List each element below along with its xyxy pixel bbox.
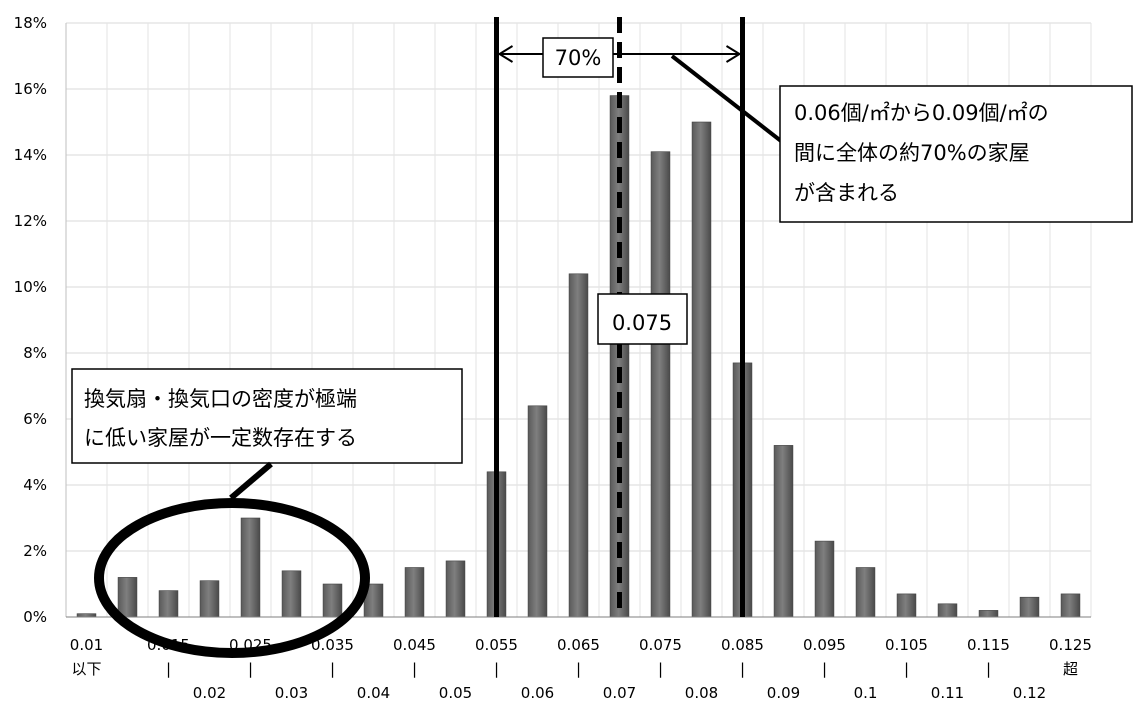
x-tick-label-bottom: 0.02: [193, 684, 226, 702]
x-tick-label-mid: |: [658, 660, 663, 678]
y-tick-label: 14%: [14, 146, 47, 164]
x-tick-label-bottom: 0.12: [1013, 684, 1046, 702]
y-tick-label: 12%: [14, 212, 47, 230]
callout-leader: [670, 54, 792, 150]
x-tick-label: 0.105: [885, 636, 928, 654]
bar: [445, 560, 466, 618]
y-tick-label: 0%: [23, 608, 47, 626]
bar: [322, 583, 343, 618]
bar: [281, 570, 302, 618]
range-callout-line: 間に全体の約70%の家屋: [794, 141, 1030, 165]
bar: [240, 517, 261, 618]
bar: [978, 610, 999, 618]
y-tick-label: 8%: [23, 344, 47, 362]
bar: [650, 151, 671, 618]
range-label: 70%: [555, 46, 602, 70]
x-tick-label-bottom: 0.05: [439, 684, 472, 702]
low-callout-line: 換気扇・換気口の密度が極端: [84, 387, 357, 411]
bar: [937, 603, 958, 618]
bar: [568, 273, 589, 618]
x-tick-label: 0.085: [721, 636, 764, 654]
x-tick-label-bottom: 0.07: [603, 684, 636, 702]
x-tick-label-bottom: 0.1: [854, 684, 878, 702]
bar: [773, 445, 794, 618]
x-tick-label: 0.035: [311, 636, 354, 654]
x-tick-label-mid: |: [330, 660, 335, 678]
y-tick-label: 4%: [23, 476, 47, 494]
x-tick-label: 0.095: [803, 636, 846, 654]
x-tick-label: 0.125: [1049, 636, 1092, 654]
x-tick-label: 0.115: [967, 636, 1010, 654]
bar: [691, 121, 712, 618]
x-tick-label-bottom: 0.03: [275, 684, 308, 702]
x-tick-label-mid: 以下: [71, 660, 101, 678]
x-axis: 0.01以下0.015|0.020.025|0.030.035|0.040.04…: [66, 616, 1092, 702]
x-tick-label-mid: |: [740, 660, 745, 678]
x-tick-label-mid: |: [494, 660, 499, 678]
x-tick-label: 0.075: [639, 636, 682, 654]
y-tick-label: 2%: [23, 542, 47, 560]
x-tick-label-mid: |: [576, 660, 581, 678]
x-tick-label-bottom: 0.06: [521, 684, 554, 702]
x-tick-label-bottom: 0.08: [685, 684, 718, 702]
x-tick-label-mid: 超: [1063, 660, 1078, 678]
bar: [404, 567, 425, 618]
y-tick-label: 16%: [14, 80, 47, 98]
highlight-ellipse: [94, 498, 370, 658]
x-tick-label-mid: |: [412, 660, 417, 678]
bar: [117, 577, 138, 618]
bar: [1060, 593, 1081, 618]
x-tick-label: 0.065: [557, 636, 600, 654]
range-callout-box: [779, 85, 1133, 223]
range-callout-line: が含まれる: [794, 181, 899, 205]
bar: [158, 590, 179, 618]
bar: [527, 405, 548, 618]
range-callout-line: 0.06個/㎡から0.09個/㎡の: [794, 101, 1049, 125]
range-arrow-head-right: [725, 45, 742, 63]
x-tick-label: 0.01: [70, 636, 103, 654]
bar: [1019, 596, 1040, 618]
bar: [814, 540, 835, 618]
bar: [896, 593, 917, 618]
mean-label: 0.075: [612, 311, 672, 335]
x-tick-label: 0.055: [475, 636, 518, 654]
x-tick-label-mid: |: [986, 660, 991, 678]
y-tick-label: 6%: [23, 410, 47, 428]
x-tick-label: 0.045: [393, 636, 436, 654]
x-tick-label-mid: |: [248, 660, 253, 678]
low-callout-line: に低い家屋が一定数存在する: [84, 426, 357, 450]
x-tick-label-bottom: 0.11: [931, 684, 964, 702]
range-label-box: [542, 37, 614, 78]
bar: [199, 580, 220, 618]
x-tick-label-mid: |: [904, 660, 909, 678]
bar: [855, 567, 876, 618]
x-tick-label-bottom: 0.09: [767, 684, 800, 702]
x-tick-label-bottom: 0.04: [357, 684, 390, 702]
x-tick-label-mid: |: [166, 660, 171, 678]
y-tick-label: 18%: [14, 14, 47, 32]
low-callout-leader: [229, 461, 273, 501]
y-tick-label: 10%: [14, 278, 47, 296]
y-axis: 0% 2% 4% 6% 8% 10% 12% 14% 16% 18%: [14, 14, 67, 626]
range-arrow-head-left: [497, 45, 514, 63]
mean-label-box: [597, 293, 688, 345]
low-callout-box: [71, 368, 463, 464]
x-tick-label-mid: |: [822, 660, 827, 678]
